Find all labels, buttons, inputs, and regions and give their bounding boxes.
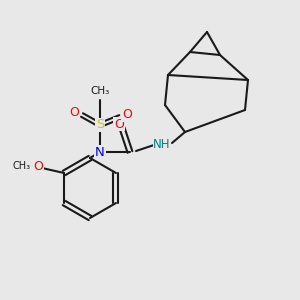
Text: CH₃: CH₃ (90, 86, 110, 96)
Text: O: O (114, 118, 124, 130)
Text: N: N (95, 146, 105, 158)
Text: O: O (122, 109, 132, 122)
Text: CH₃: CH₃ (13, 161, 31, 171)
Text: O: O (69, 106, 79, 119)
Text: S: S (96, 118, 104, 131)
Text: O: O (33, 160, 43, 172)
Text: NH: NH (153, 139, 171, 152)
